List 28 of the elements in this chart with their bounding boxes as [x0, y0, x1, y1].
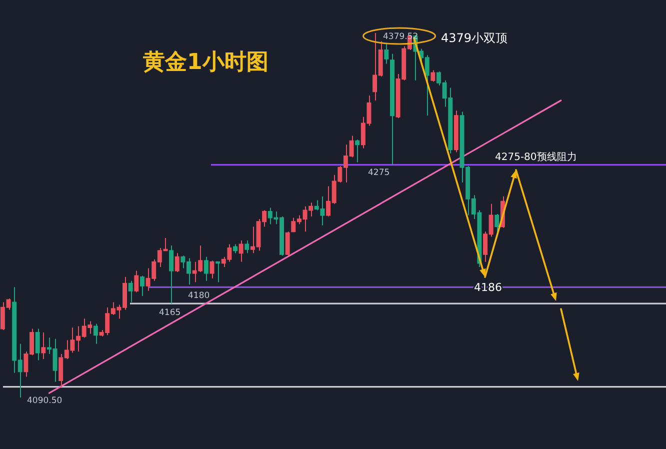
annotation: 4180 [188, 291, 210, 301]
candlestick [41, 332, 46, 360]
annotation: 4090.50 [27, 396, 62, 406]
annotation: 4275 [368, 168, 390, 178]
ref-line-label: 4275-80预线阻力 [495, 150, 577, 163]
candlestick [140, 275, 144, 296]
candlestick [390, 53, 394, 166]
candlestick [244, 240, 250, 254]
candlestick [204, 256, 208, 282]
annotation: 4165 [159, 308, 181, 318]
candlestick [169, 245, 174, 304]
candlestick [494, 214, 500, 234]
candlestick [216, 261, 220, 283]
candlestick [233, 244, 238, 254]
candlestick [285, 231, 290, 256]
candlestick [355, 139, 360, 163]
text: 黄金1小时图 [142, 50, 268, 75]
candlestick [134, 270, 139, 293]
candlestick [384, 43, 389, 64]
annotation: 4379小双顶 [441, 31, 508, 45]
candlestick [210, 260, 214, 279]
candlestick [128, 280, 133, 303]
candlestick [430, 70, 436, 82]
candlestick [238, 240, 244, 262]
candlestick [174, 252, 180, 273]
candlestick [454, 110, 458, 153]
candlestick [93, 323, 98, 344]
candlestick [35, 328, 40, 361]
